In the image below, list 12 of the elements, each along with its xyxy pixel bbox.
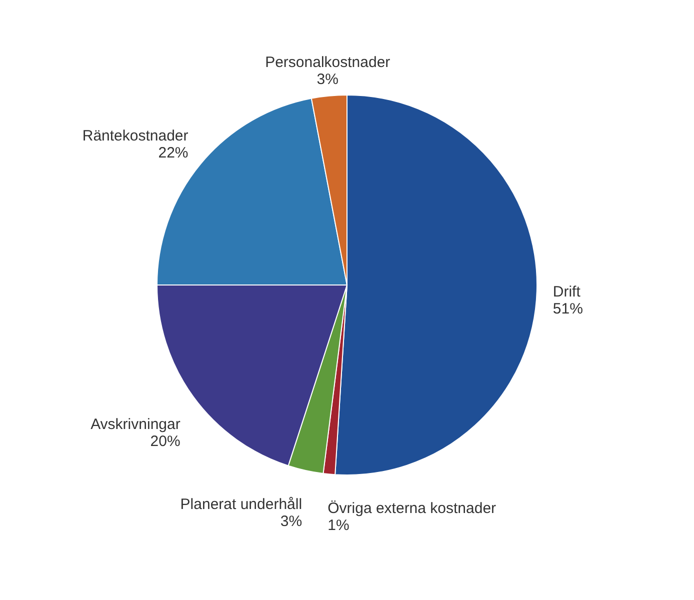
data-label: 20% (150, 433, 180, 450)
data-label: 3% (316, 70, 338, 88)
data-label: 22% (158, 144, 188, 162)
data-label: 51% (552, 300, 583, 318)
slice-label: Planerat underhåll (180, 496, 302, 514)
slice-label: Räntekostnader (82, 128, 188, 145)
slice-label: Drift (552, 283, 582, 300)
data-label: 3% (280, 513, 302, 530)
slice-label: Övriga externa kostnader (328, 500, 496, 518)
slice-label: Avskrivningar (90, 416, 180, 434)
data-label: 1% (328, 517, 350, 534)
slice-label: Personalkostnader (265, 54, 390, 71)
